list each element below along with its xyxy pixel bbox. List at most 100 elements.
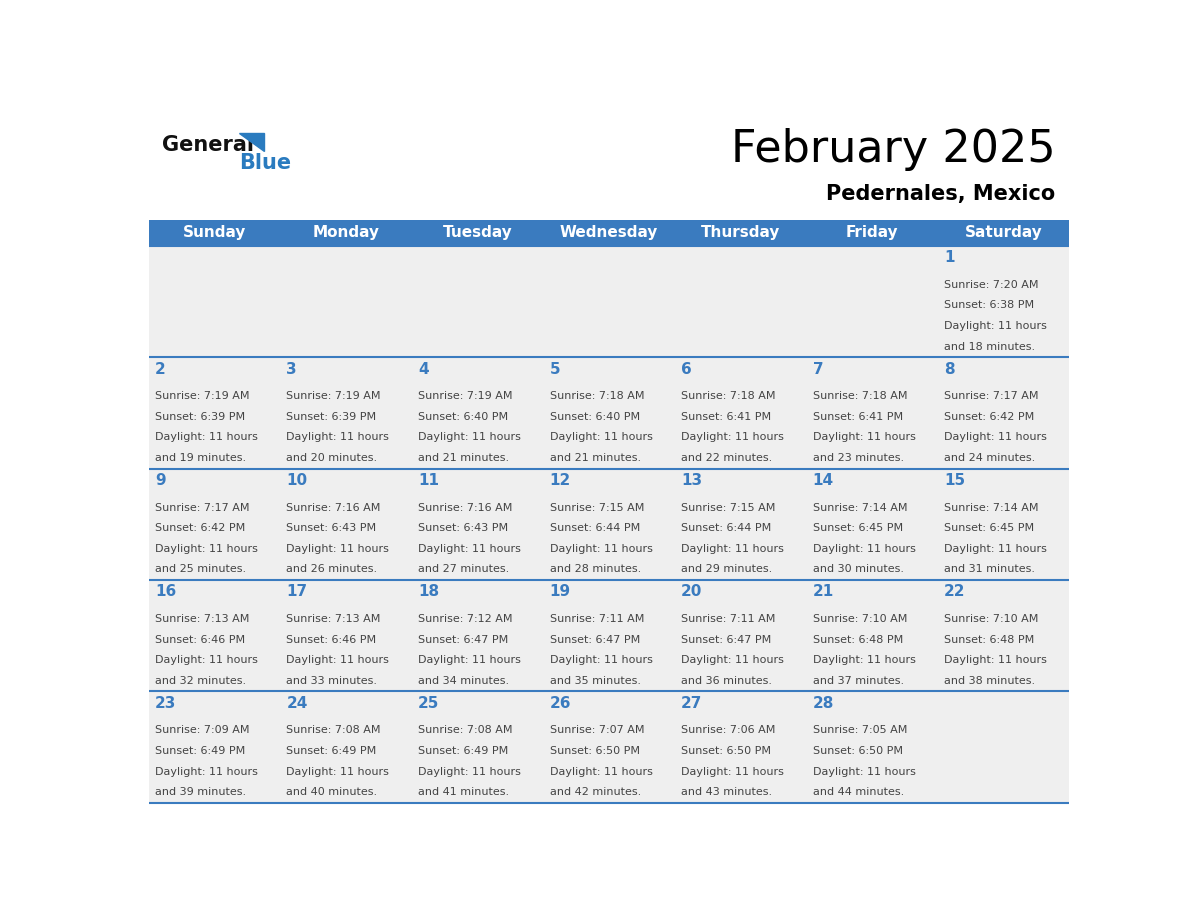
Text: Sunrise: 7:16 AM: Sunrise: 7:16 AM bbox=[286, 503, 381, 512]
Text: 27: 27 bbox=[681, 696, 702, 711]
Text: Wednesday: Wednesday bbox=[560, 225, 658, 241]
Text: Sunset: 6:40 PM: Sunset: 6:40 PM bbox=[418, 412, 508, 421]
Text: Daylight: 11 hours: Daylight: 11 hours bbox=[418, 655, 520, 666]
Bar bbox=[543, 246, 675, 357]
Text: and 23 minutes.: and 23 minutes. bbox=[813, 453, 904, 463]
Text: 2: 2 bbox=[154, 362, 165, 376]
Text: Tuesday: Tuesday bbox=[442, 225, 512, 241]
Bar bbox=[807, 691, 937, 803]
Text: and 40 minutes.: and 40 minutes. bbox=[286, 788, 378, 797]
Text: and 37 minutes.: and 37 minutes. bbox=[813, 676, 904, 686]
Text: Sunset: 6:41 PM: Sunset: 6:41 PM bbox=[813, 412, 903, 421]
Bar bbox=[807, 246, 937, 357]
Text: Daylight: 11 hours: Daylight: 11 hours bbox=[550, 767, 652, 777]
Text: Sunday: Sunday bbox=[183, 225, 246, 241]
Text: Daylight: 11 hours: Daylight: 11 hours bbox=[550, 655, 652, 666]
Bar bbox=[937, 691, 1069, 803]
Bar bbox=[280, 469, 411, 580]
Text: Sunrise: 7:09 AM: Sunrise: 7:09 AM bbox=[154, 725, 249, 735]
Text: and 32 minutes.: and 32 minutes. bbox=[154, 676, 246, 686]
Bar bbox=[675, 469, 807, 580]
Bar bbox=[148, 357, 280, 469]
Text: and 21 minutes.: and 21 minutes. bbox=[550, 453, 640, 463]
Text: Sunrise: 7:13 AM: Sunrise: 7:13 AM bbox=[286, 614, 381, 624]
Text: 16: 16 bbox=[154, 585, 176, 599]
Text: and 34 minutes.: and 34 minutes. bbox=[418, 676, 510, 686]
Text: Daylight: 11 hours: Daylight: 11 hours bbox=[418, 432, 520, 442]
Text: Sunrise: 7:08 AM: Sunrise: 7:08 AM bbox=[418, 725, 512, 735]
Text: and 30 minutes.: and 30 minutes. bbox=[813, 565, 904, 575]
Text: and 18 minutes.: and 18 minutes. bbox=[944, 341, 1035, 352]
Text: Daylight: 11 hours: Daylight: 11 hours bbox=[286, 655, 390, 666]
Bar bbox=[411, 691, 543, 803]
Bar bbox=[280, 580, 411, 691]
Text: 20: 20 bbox=[681, 585, 702, 599]
Text: Sunrise: 7:06 AM: Sunrise: 7:06 AM bbox=[681, 725, 776, 735]
Text: Daylight: 11 hours: Daylight: 11 hours bbox=[813, 432, 916, 442]
Bar bbox=[807, 469, 937, 580]
Text: 17: 17 bbox=[286, 585, 308, 599]
Text: Sunset: 6:42 PM: Sunset: 6:42 PM bbox=[154, 523, 245, 533]
Text: Sunset: 6:50 PM: Sunset: 6:50 PM bbox=[813, 746, 903, 756]
Text: Sunset: 6:39 PM: Sunset: 6:39 PM bbox=[154, 412, 245, 421]
Text: Sunset: 6:43 PM: Sunset: 6:43 PM bbox=[418, 523, 508, 533]
Text: 13: 13 bbox=[681, 473, 702, 488]
Text: Sunset: 6:48 PM: Sunset: 6:48 PM bbox=[813, 634, 903, 644]
Text: and 42 minutes.: and 42 minutes. bbox=[550, 788, 640, 797]
Text: Sunrise: 7:18 AM: Sunrise: 7:18 AM bbox=[550, 391, 644, 401]
Text: and 29 minutes.: and 29 minutes. bbox=[681, 565, 772, 575]
Text: Sunset: 6:46 PM: Sunset: 6:46 PM bbox=[286, 634, 377, 644]
Text: 8: 8 bbox=[944, 362, 955, 376]
Text: 10: 10 bbox=[286, 473, 308, 488]
Bar bbox=[148, 219, 1069, 246]
Text: Daylight: 11 hours: Daylight: 11 hours bbox=[154, 655, 258, 666]
Text: Sunset: 6:42 PM: Sunset: 6:42 PM bbox=[944, 412, 1035, 421]
Text: Sunrise: 7:11 AM: Sunrise: 7:11 AM bbox=[550, 614, 644, 624]
Text: 6: 6 bbox=[681, 362, 691, 376]
Text: Sunrise: 7:18 AM: Sunrise: 7:18 AM bbox=[813, 391, 908, 401]
Bar bbox=[411, 246, 543, 357]
Bar bbox=[937, 357, 1069, 469]
Bar bbox=[148, 691, 280, 803]
Text: Sunrise: 7:18 AM: Sunrise: 7:18 AM bbox=[681, 391, 776, 401]
Text: Daylight: 11 hours: Daylight: 11 hours bbox=[154, 767, 258, 777]
Text: Friday: Friday bbox=[846, 225, 898, 241]
Text: Sunrise: 7:16 AM: Sunrise: 7:16 AM bbox=[418, 503, 512, 512]
Text: Blue: Blue bbox=[239, 152, 291, 173]
Text: 15: 15 bbox=[944, 473, 965, 488]
Text: 14: 14 bbox=[813, 473, 834, 488]
Bar bbox=[280, 246, 411, 357]
Text: and 36 minutes.: and 36 minutes. bbox=[681, 676, 772, 686]
Text: and 41 minutes.: and 41 minutes. bbox=[418, 788, 510, 797]
Text: Sunrise: 7:13 AM: Sunrise: 7:13 AM bbox=[154, 614, 249, 624]
Bar bbox=[148, 469, 280, 580]
Text: Sunrise: 7:05 AM: Sunrise: 7:05 AM bbox=[813, 725, 906, 735]
Text: and 33 minutes.: and 33 minutes. bbox=[286, 676, 378, 686]
Text: Sunset: 6:48 PM: Sunset: 6:48 PM bbox=[944, 634, 1035, 644]
Text: 19: 19 bbox=[550, 585, 570, 599]
Text: and 43 minutes.: and 43 minutes. bbox=[681, 788, 772, 797]
Text: Sunset: 6:45 PM: Sunset: 6:45 PM bbox=[813, 523, 903, 533]
Text: Sunrise: 7:14 AM: Sunrise: 7:14 AM bbox=[944, 503, 1038, 512]
Text: Daylight: 11 hours: Daylight: 11 hours bbox=[813, 767, 916, 777]
Text: 28: 28 bbox=[813, 696, 834, 711]
Bar bbox=[148, 580, 280, 691]
Text: and 38 minutes.: and 38 minutes. bbox=[944, 676, 1035, 686]
Text: Thursday: Thursday bbox=[701, 225, 781, 241]
Text: Pedernales, Mexico: Pedernales, Mexico bbox=[826, 185, 1055, 205]
Text: Sunset: 6:39 PM: Sunset: 6:39 PM bbox=[286, 412, 377, 421]
Bar bbox=[543, 469, 675, 580]
Text: and 44 minutes.: and 44 minutes. bbox=[813, 788, 904, 797]
Bar bbox=[543, 691, 675, 803]
Text: and 24 minutes.: and 24 minutes. bbox=[944, 453, 1036, 463]
Text: Sunset: 6:47 PM: Sunset: 6:47 PM bbox=[681, 634, 771, 644]
Text: 4: 4 bbox=[418, 362, 429, 376]
Text: Daylight: 11 hours: Daylight: 11 hours bbox=[681, 543, 784, 554]
Text: Sunrise: 7:08 AM: Sunrise: 7:08 AM bbox=[286, 725, 381, 735]
Text: Daylight: 11 hours: Daylight: 11 hours bbox=[286, 432, 390, 442]
Text: Sunrise: 7:10 AM: Sunrise: 7:10 AM bbox=[944, 614, 1038, 624]
Text: Daylight: 11 hours: Daylight: 11 hours bbox=[154, 543, 258, 554]
Text: Daylight: 11 hours: Daylight: 11 hours bbox=[550, 432, 652, 442]
Text: Sunrise: 7:11 AM: Sunrise: 7:11 AM bbox=[681, 614, 776, 624]
Text: and 35 minutes.: and 35 minutes. bbox=[550, 676, 640, 686]
